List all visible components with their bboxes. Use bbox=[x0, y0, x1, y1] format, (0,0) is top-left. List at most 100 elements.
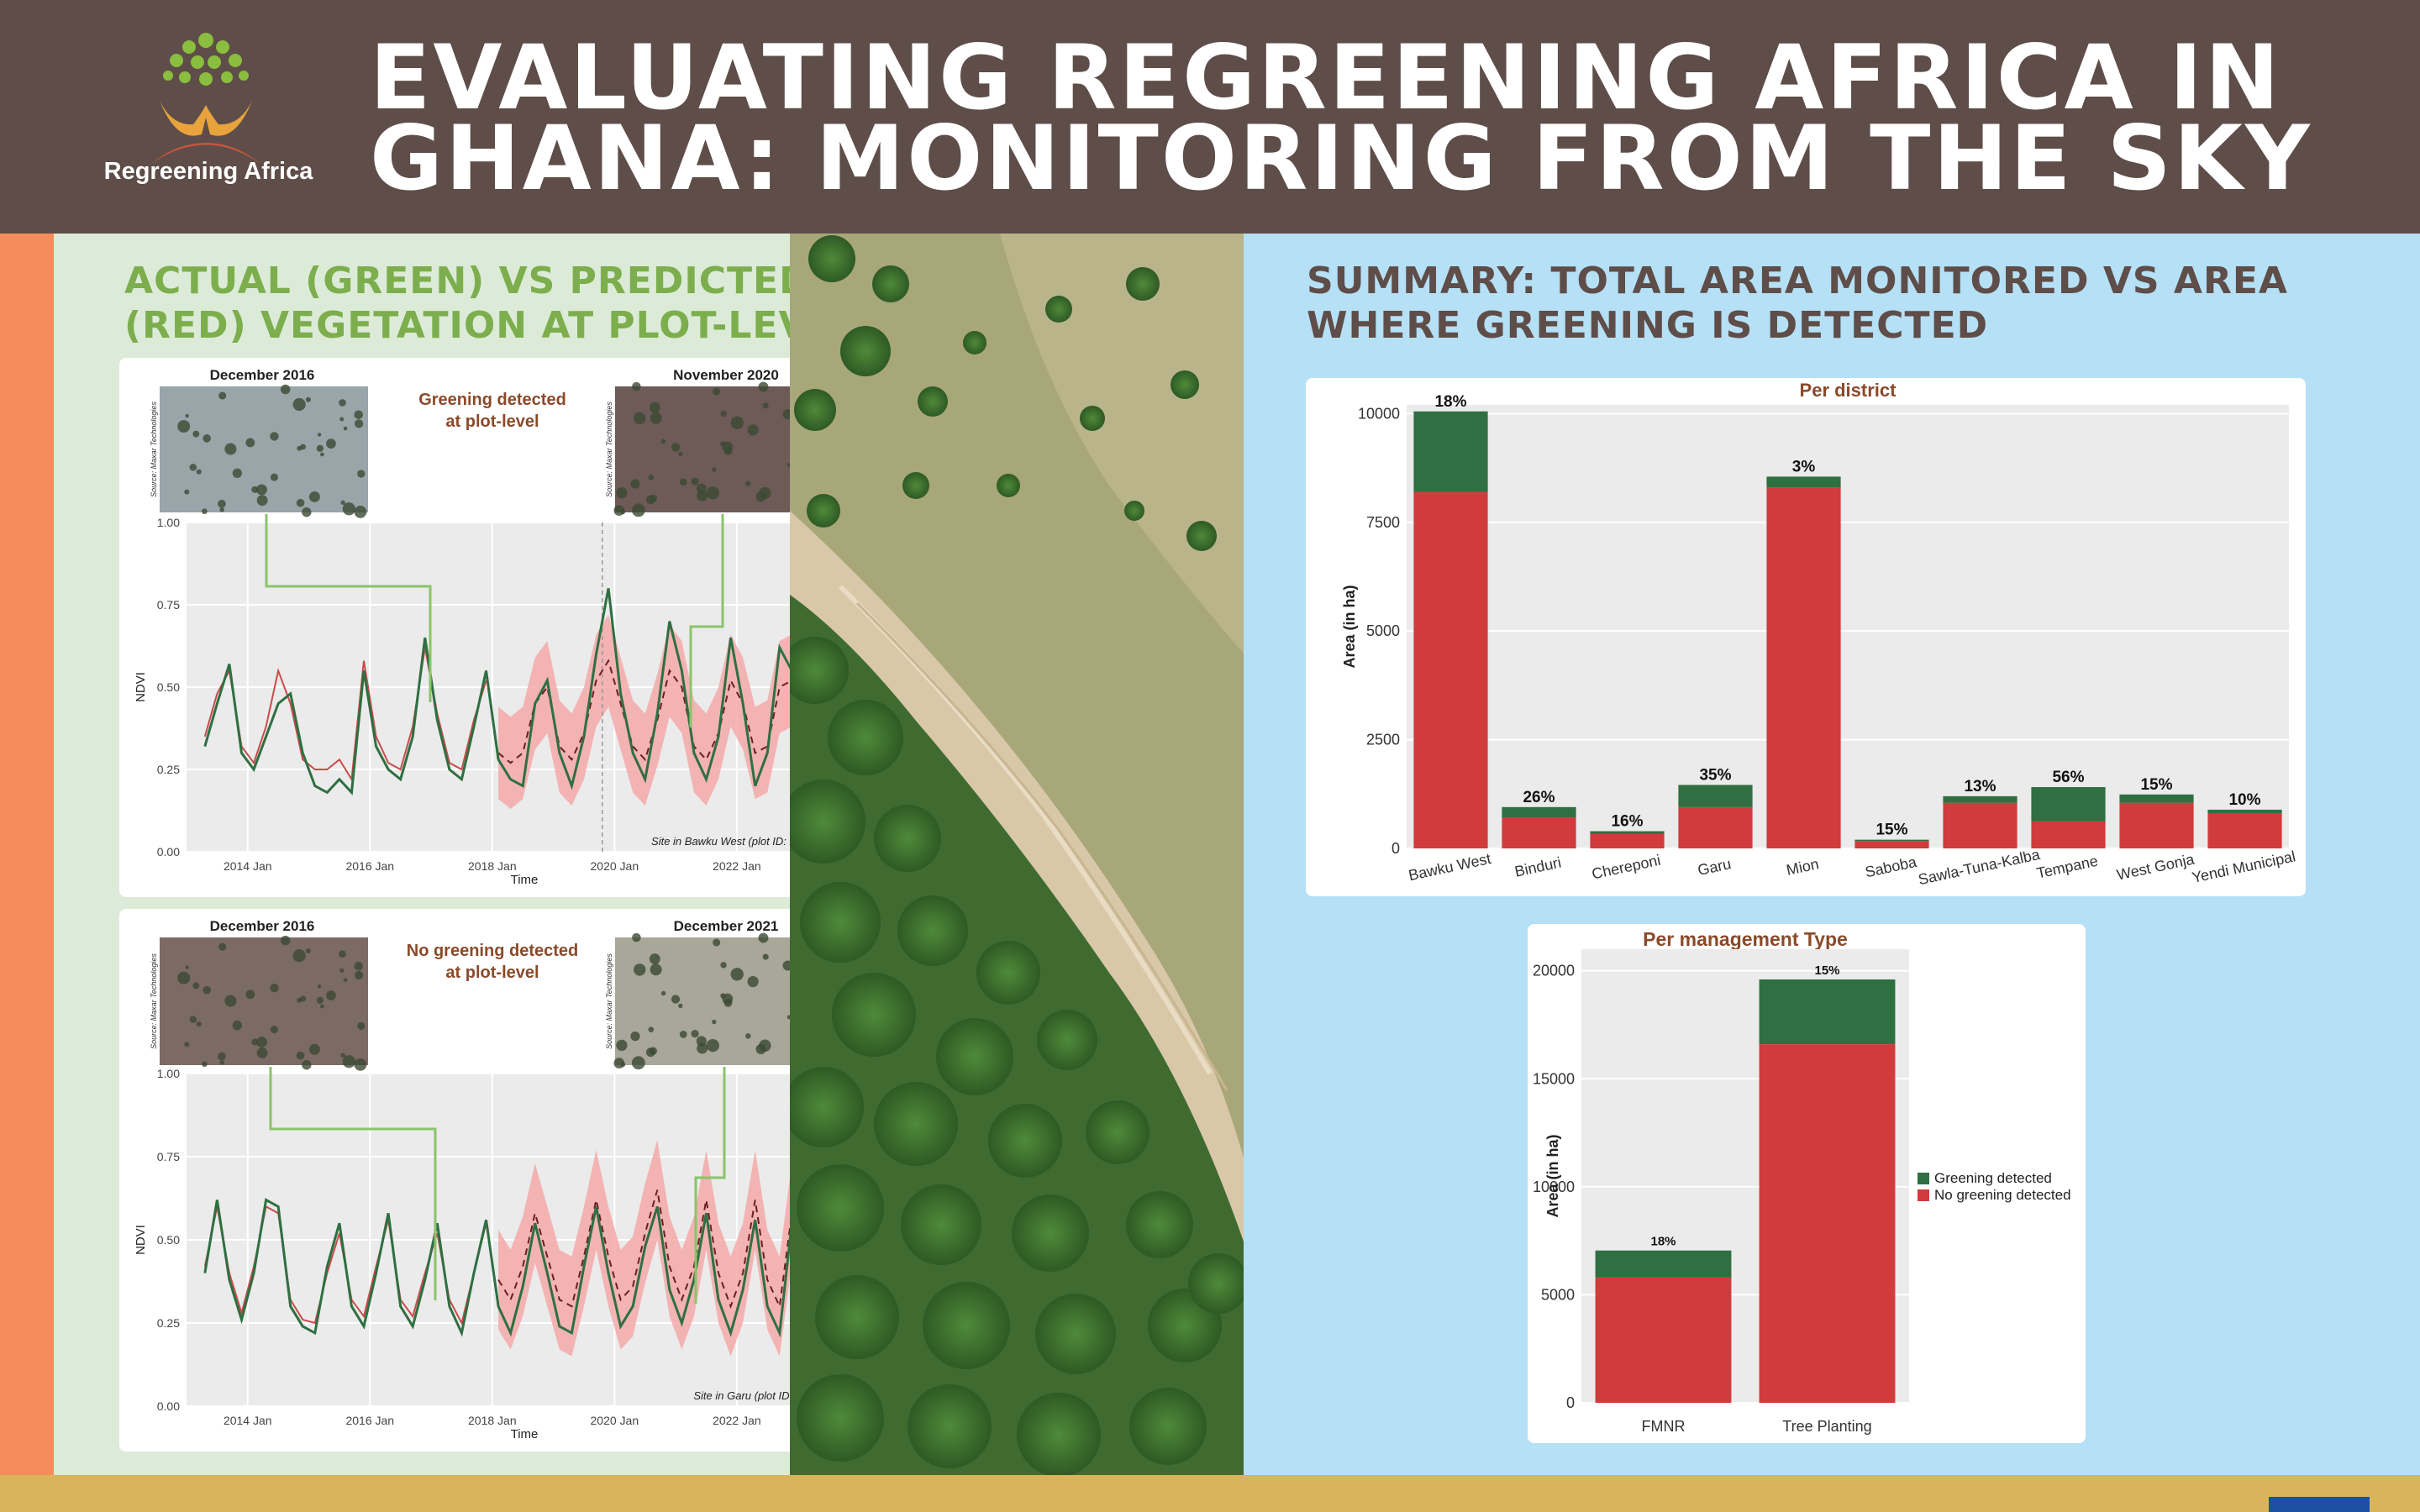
regreening-africa-logo-icon bbox=[151, 33, 260, 164]
image-right-date: November 2020 bbox=[673, 367, 779, 383]
x-category-label: FMNR bbox=[1642, 1418, 1686, 1435]
tree-dot bbox=[340, 1053, 345, 1058]
tree-dot bbox=[184, 489, 190, 495]
tree-dot bbox=[203, 434, 211, 443]
bar-no-greening bbox=[1766, 487, 1841, 848]
tree-dot bbox=[339, 968, 345, 974]
tree-dot bbox=[316, 444, 324, 452]
bar-greening bbox=[1854, 839, 1929, 842]
bar-greening bbox=[1766, 476, 1841, 488]
x-tick-label: 2014 Jan bbox=[224, 859, 272, 873]
tree-dot bbox=[648, 474, 655, 480]
tree-dot bbox=[355, 970, 364, 980]
tree-dot bbox=[720, 962, 727, 969]
bar-greening bbox=[1502, 806, 1576, 818]
connector-line-right bbox=[694, 1067, 726, 1304]
tree-dot bbox=[302, 507, 312, 517]
x-tick-label: 2016 Jan bbox=[345, 1414, 394, 1427]
footer-bar bbox=[0, 1475, 2420, 1512]
y-tick-label: 0.50 bbox=[157, 1233, 180, 1247]
tree-dot bbox=[632, 381, 641, 391]
tree-dot bbox=[320, 1004, 324, 1009]
tree-dot bbox=[679, 1031, 687, 1038]
x-category-label: West Gonja bbox=[2115, 850, 2196, 883]
legend-label-no-greening: No greening detected bbox=[1934, 1187, 2071, 1203]
annotation-line-1: No greening detected bbox=[407, 942, 578, 960]
tree-dot bbox=[660, 438, 666, 444]
tree-dot bbox=[202, 1061, 208, 1068]
tree-dot bbox=[224, 995, 237, 1007]
bar-greening bbox=[1590, 831, 1665, 834]
tree-dot bbox=[650, 963, 662, 976]
bar-greening bbox=[1678, 785, 1753, 807]
tree-dot bbox=[634, 412, 646, 425]
bar-percent-label: 26% bbox=[1523, 789, 1555, 806]
plot-card-bottom: December 2016 December 2021 Source: Maxar … bbox=[119, 909, 839, 1452]
annotation-line-1: Greening detected bbox=[418, 391, 566, 409]
bar-no-greening bbox=[1502, 817, 1576, 848]
tree-dot bbox=[296, 498, 305, 507]
x-category-label: Saboba bbox=[1864, 853, 1919, 881]
tree-dot bbox=[177, 420, 191, 433]
y-tick-label: 0.00 bbox=[157, 1399, 180, 1413]
chart-title: Per management Type bbox=[1643, 928, 1848, 950]
tree-dot bbox=[648, 1026, 655, 1032]
chart-title: Per district bbox=[1800, 380, 1897, 401]
image-credit-right: Source: Maxar Technologies bbox=[605, 953, 613, 1049]
tree-dot bbox=[649, 494, 657, 503]
x-tick-label: 2018 Jan bbox=[468, 859, 517, 873]
tree-dot bbox=[620, 1062, 626, 1068]
connector-line-right bbox=[689, 514, 724, 727]
tree-dot bbox=[342, 502, 355, 516]
annotation-line-2: at plot-level bbox=[445, 412, 539, 431]
y-axis-label: NDVI bbox=[134, 1225, 148, 1255]
y-tick-label: 0.75 bbox=[157, 1150, 180, 1163]
per-district-card: Per district 0 2500 5000 7500 10000 Area (in h… bbox=[1306, 378, 2306, 896]
x-category-label: Binduri bbox=[1513, 854, 1563, 880]
left-section-title-line1: ACTUAL (GREEN) VS PREDICTED bbox=[124, 260, 811, 302]
tree-dot bbox=[671, 995, 681, 1004]
y-tick-label: 15000 bbox=[1533, 1070, 1575, 1087]
tree-dot bbox=[251, 1038, 259, 1046]
plot-background bbox=[1407, 405, 2289, 848]
legend-label-greening: Greening detected bbox=[1934, 1170, 2052, 1186]
tree-dot bbox=[671, 443, 681, 452]
ndvi-chart-bottom: December 2016 December 2021 Source: Maxar … bbox=[134, 918, 829, 1441]
y-tick-label: 0 bbox=[1566, 1394, 1575, 1411]
tree-dot bbox=[649, 953, 660, 964]
bar-greening bbox=[2031, 787, 2106, 822]
y-axis-label: NDVI bbox=[134, 672, 148, 702]
x-axis-label: Time bbox=[511, 873, 539, 887]
tree-dot bbox=[678, 451, 683, 457]
tree-dot bbox=[720, 441, 726, 447]
tree-dot bbox=[697, 1042, 708, 1054]
bar-percent-label: 56% bbox=[2052, 769, 2084, 786]
tree-dot bbox=[185, 965, 189, 969]
poster-title-line2: GHANA: MONITORING FROM THE SKY bbox=[370, 107, 2312, 210]
bar-greening bbox=[2207, 809, 2282, 814]
tree-dot bbox=[630, 479, 640, 489]
x-tick-label: 2022 Jan bbox=[713, 859, 761, 873]
tree-dot bbox=[270, 1026, 278, 1034]
y-tick-label: 5000 bbox=[1541, 1286, 1575, 1303]
tree-dot bbox=[616, 1039, 628, 1052]
x-category-label: Mion bbox=[1785, 855, 1820, 879]
tree-dot bbox=[354, 506, 367, 518]
tree-dot bbox=[720, 410, 727, 417]
tree-dot bbox=[747, 975, 759, 988]
logo-text: Regreening Africa bbox=[103, 158, 313, 185]
right-section-title-line1: SUMMARY: TOTAL AREA MONITORED VS AREA bbox=[1307, 260, 2288, 302]
image-credit-right: Source: Maxar Technologies bbox=[605, 402, 613, 497]
annotation-line-2: at plot-level bbox=[445, 963, 539, 982]
tree-dot bbox=[634, 963, 646, 976]
bar-no-greening bbox=[1590, 833, 1665, 848]
legend-swatch-no-greening bbox=[1918, 1189, 1929, 1201]
legend-item-no-greening: No greening detected bbox=[1918, 1187, 2071, 1204]
bar-percent-label: 3% bbox=[1792, 458, 1816, 475]
tree-dot bbox=[758, 381, 769, 392]
tree-dot bbox=[730, 968, 744, 981]
tree-dot bbox=[712, 1019, 717, 1025]
ndvi-chart-top: December 2016 November 2020 Source: Maxar … bbox=[134, 367, 829, 887]
bar-percent-label: 18% bbox=[1434, 393, 1466, 411]
bar-no-greening bbox=[1413, 491, 1488, 848]
